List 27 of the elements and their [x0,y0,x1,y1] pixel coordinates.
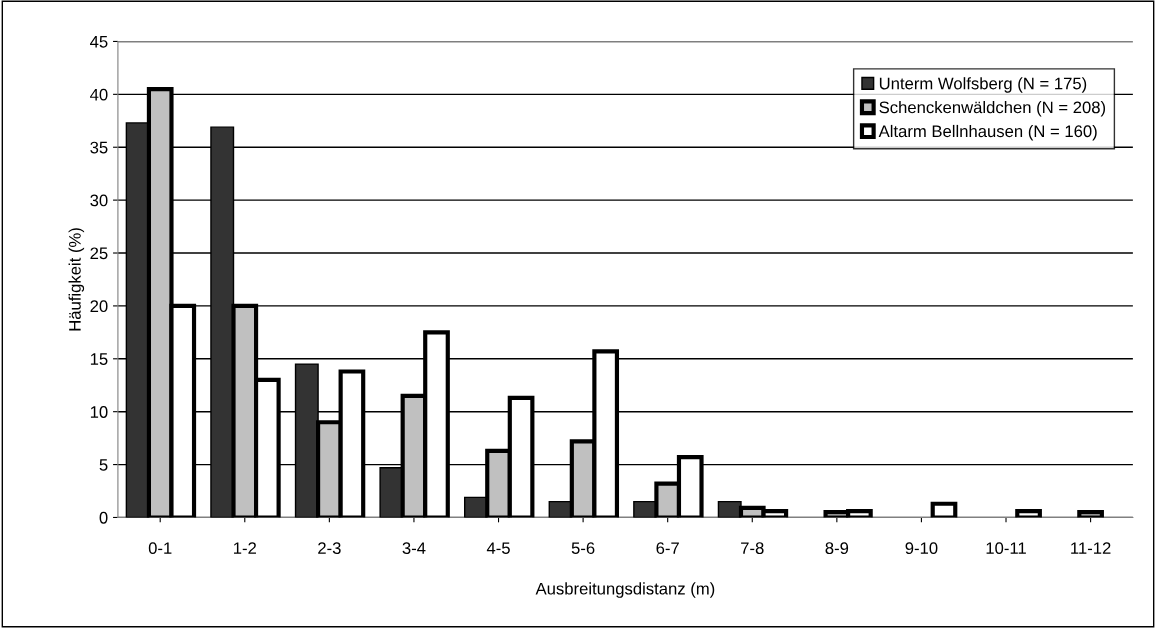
x-tick-label: 2-3 [318,542,341,555]
y-axis-title: Häufigkeit (%) [68,228,85,331]
y-tick-label: 0 [99,511,108,524]
x-tick-label: 3-4 [402,542,426,555]
y-tick-label: 10 [90,406,108,418]
x-tick-label: 5-6 [571,542,595,555]
legend-label: Unterm Wolfsberg (N = 175) [879,77,1087,93]
y-tick-label: 40 [90,88,108,101]
x-tick-label: 4-5 [486,542,510,555]
y-tick-label: 35 [90,141,108,154]
x-tick-label: 9-10 [905,542,938,555]
x-axis-title: Ausbreitungsdistanz (m) [535,582,715,598]
x-tick-label: 6-7 [656,542,679,555]
y-tick-label: 5 [99,459,108,471]
y-tick-label: 25 [90,247,108,260]
legend-label: Schenckenwäldchen (N = 208) [879,101,1106,117]
x-tick-label: 1-2 [234,542,256,554]
x-tick-label: 10-11 [986,542,1026,555]
x-tick-label: 7-8 [741,542,764,555]
x-tick-label: 8-9 [825,542,849,555]
y-tick-label: 45 [90,36,108,48]
y-tick-label: 30 [90,194,108,207]
legend-label: Altarm Bellnhausen (N = 160) [878,124,1097,141]
x-tick-label: 11-12 [1071,542,1111,554]
y-tick-label: 20 [90,300,108,313]
x-tick-label: 0-1 [148,542,172,555]
y-tick-label: 15 [90,353,108,365]
